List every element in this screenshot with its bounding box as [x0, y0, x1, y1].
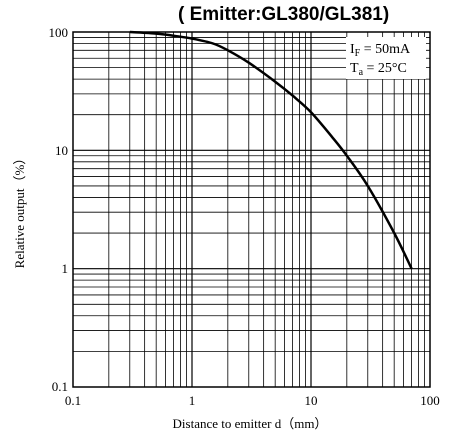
plot-frame [72, 31, 431, 388]
y-tick-label: 100 [49, 25, 69, 40]
x-tick-label: 100 [420, 393, 440, 408]
conditions-box [346, 37, 426, 79]
x-tick-label: 1 [189, 393, 196, 408]
forward-current-label: IF = 50mA [350, 42, 411, 59]
y-axis-label: Relative output（%） [12, 152, 27, 269]
data-series-line [129, 30, 413, 270]
chart-title: ( Emitter:GL380/GL381) [178, 4, 389, 25]
x-tick-label: 10 [305, 393, 318, 408]
y-tick-label: 10 [55, 143, 68, 158]
y-tick-label: 1 [62, 261, 69, 276]
x-tick-label: 0.1 [65, 393, 81, 408]
tick-labels: 0.1 1 10 100 100 10 1 0.1 [49, 25, 440, 408]
y-tick-label: 0.1 [52, 379, 68, 394]
x-axis-label: Distance to emitter d（mm） [173, 416, 328, 431]
ambient-temperature-label: Ta = 25°C [350, 61, 407, 78]
grid [73, 32, 430, 387]
